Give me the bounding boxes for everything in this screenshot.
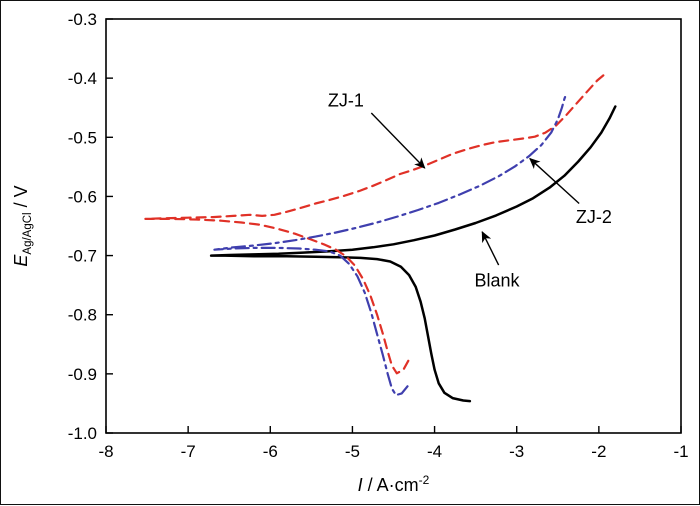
annotation-label-zj-2: ZJ-2: [576, 207, 612, 227]
y-tick-label: -0.6: [68, 187, 97, 206]
plot-frame: [105, 18, 682, 434]
annotation-label-blank: Blank: [474, 270, 520, 290]
annotation-arrow-zj-2: [529, 157, 580, 205]
y-axis-title: EAg/AgCl / V: [11, 185, 34, 266]
y-tick-label: -0.3: [68, 10, 97, 29]
x-tick-label: -8: [98, 442, 113, 461]
series-line-zj-1: [144, 71, 609, 375]
y-tick-label: -0.4: [68, 69, 97, 88]
y-tick-label: -0.9: [68, 365, 97, 384]
annotation-arrow-zj-1: [370, 112, 426, 169]
x-tick-label: -1: [673, 442, 688, 461]
y-tick-label: -0.7: [68, 247, 97, 266]
x-axis-title: I / A·cm-2: [358, 473, 430, 495]
x-tick-label: -2: [591, 442, 606, 461]
x-tick-label: -3: [509, 442, 524, 461]
series-line-zj-2: [213, 93, 568, 397]
x-tick-label: -4: [427, 442, 442, 461]
annotation-label-zj-1: ZJ-1: [328, 91, 364, 111]
y-tick-label: -0.5: [68, 128, 97, 147]
x-tick-label: -5: [345, 442, 360, 461]
x-tick-label: -6: [263, 442, 278, 461]
annotation-arrow-blank: [481, 231, 500, 266]
series-line-blank: [209, 105, 617, 403]
y-tick-label: -0.8: [68, 306, 97, 325]
x-tick-label: -7: [181, 442, 196, 461]
y-tick-label: -1.0: [68, 424, 97, 443]
